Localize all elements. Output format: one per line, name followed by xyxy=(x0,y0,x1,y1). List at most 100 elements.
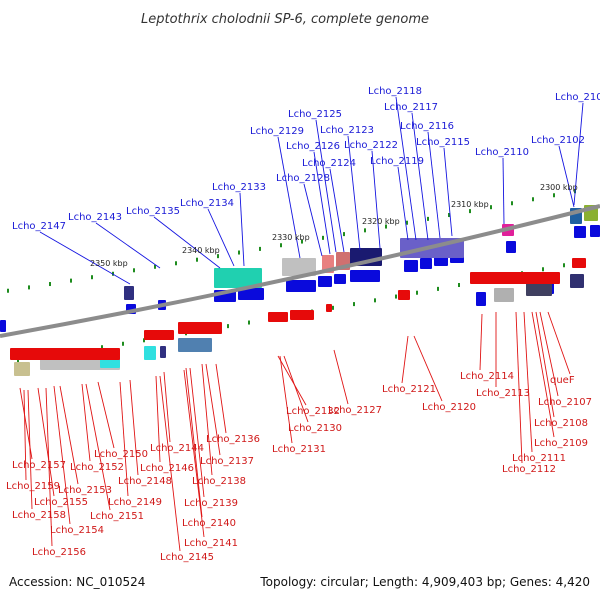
leader-line-top xyxy=(329,168,345,253)
gene-label-lcho-2138: Lcho_2138 xyxy=(192,476,246,487)
gene-label-lcho-2128: Lcho_2128 xyxy=(276,173,330,184)
scale-label-kbp: 2330 kbp xyxy=(272,233,310,242)
tick-mark-upper xyxy=(448,213,450,218)
gene-label-lcho-2123: Lcho_2123 xyxy=(320,125,374,136)
leader-line-bottom xyxy=(277,355,307,406)
tick-mark-upper xyxy=(7,288,9,293)
gene-label-lcho-2122: Lcho_2122 xyxy=(344,140,398,151)
forward-gene-block xyxy=(350,270,380,282)
leader-line-top xyxy=(573,102,584,206)
reverse-gene-block xyxy=(178,338,212,352)
gene-label-lcho-2140: Lcho_2140 xyxy=(182,518,236,529)
gene-label-lcho-2102: Lcho_2102 xyxy=(531,135,585,146)
leader-line-top xyxy=(153,216,221,269)
leader-line-bottom xyxy=(333,349,349,405)
gene-label-lcho-2144: Lcho_2144 xyxy=(150,443,204,454)
forward-gene-block xyxy=(0,320,6,332)
tick-mark-lower xyxy=(122,341,124,346)
gene-label-lcho-2114: Lcho_2114 xyxy=(460,371,514,382)
tick-mark-upper xyxy=(70,278,72,283)
tick-mark-lower xyxy=(458,283,460,288)
tick-mark-lower xyxy=(374,298,376,303)
scale-label-kbp: 2350 kbp xyxy=(90,259,128,268)
leader-line-bottom xyxy=(45,387,53,547)
gene-label-lcho-2151: Lcho_2151 xyxy=(90,511,144,522)
forward-gene-block xyxy=(420,258,432,269)
tick-mark-lower xyxy=(563,263,565,268)
reverse-gene-block xyxy=(398,290,410,300)
gene-label-lcho-2139: Lcho_2139 xyxy=(184,498,238,509)
tick-mark-upper xyxy=(427,216,429,221)
leader-line-top xyxy=(411,112,429,241)
gene-features xyxy=(0,205,600,376)
scale-label-kbp: 2320 kbp xyxy=(362,217,400,226)
forward-gene-block xyxy=(590,225,600,237)
leader-line-bottom xyxy=(479,313,483,371)
gene-label-lcho-2115: Lcho_2115 xyxy=(416,137,470,148)
leader-line-bottom xyxy=(523,311,533,453)
forward-gene-block xyxy=(282,258,316,276)
tick-mark-upper xyxy=(49,282,51,287)
leader-line-bottom xyxy=(53,385,71,525)
reverse-gene-block xyxy=(14,362,30,376)
gene-label-lcho-2124: Lcho_2124 xyxy=(302,158,356,169)
gene-label-lcho-2125: Lcho_2125 xyxy=(288,109,342,120)
gene-label-lcho-2152: Lcho_2152 xyxy=(70,462,124,473)
gene-label-lcho-2130: Lcho_2130 xyxy=(288,423,342,434)
leader-line-bottom xyxy=(279,355,293,444)
gene-label-lcho-2110: Lcho_2110 xyxy=(475,147,529,158)
tick-mark-lower xyxy=(416,290,418,295)
gene-label-lcho-2145: Lcho_2145 xyxy=(160,552,214,563)
gene-label-lcho-2156: Lcho_2156 xyxy=(32,547,86,558)
tick-mark-lower xyxy=(101,345,103,350)
forward-gene-block xyxy=(238,288,264,300)
tick-mark-upper xyxy=(91,275,93,280)
leader-line-bottom xyxy=(215,363,227,434)
tick-mark-upper xyxy=(490,205,492,210)
leader-line-top xyxy=(558,145,575,208)
tick-mark-upper xyxy=(532,197,534,202)
gene-label-lcho-2147: Lcho_2147 xyxy=(12,221,66,232)
gene-label-lcho-2129: Lcho_2129 xyxy=(250,126,304,137)
leader-line-bottom xyxy=(97,381,115,449)
gene-label-lcho-2134: Lcho_2134 xyxy=(180,198,234,209)
gene-label-lcho-2137: Lcho_2137 xyxy=(200,456,254,467)
leader-line-top xyxy=(239,192,245,267)
tick-mark-upper xyxy=(238,250,240,255)
gene-label-lcho-2154: Lcho_2154 xyxy=(50,525,104,536)
gene-label-lcho-2141: Lcho_2141 xyxy=(184,538,238,549)
reverse-gene-block xyxy=(290,310,314,320)
reverse-gene-block xyxy=(470,272,560,284)
scale-labels: 2300 kbp 2310 kbp 2320 kbp 2330 kbp 2340 kbp… xyxy=(90,183,578,268)
forward-gene-block xyxy=(570,274,584,288)
forward-gene-block xyxy=(334,274,346,284)
leader-line-bottom xyxy=(81,383,91,462)
leader-line-bottom xyxy=(59,385,79,485)
gene-label-lcho-2116: Lcho_2116 xyxy=(400,121,454,132)
genome-title: Leptothrix cholodnii SP-6, complete geno… xyxy=(141,12,429,27)
tick-mark-lower xyxy=(227,324,229,329)
gene-label-lcho-2159: Lcho_2159 xyxy=(6,481,60,492)
tick-mark-lower xyxy=(143,338,145,343)
tick-mark-lower xyxy=(248,320,250,325)
gene-label-lcho-2135: Lcho_2135 xyxy=(126,206,180,217)
tick-mark-upper xyxy=(28,285,30,290)
leader-line-top xyxy=(303,183,323,257)
tick-mark-upper xyxy=(259,246,261,251)
tick-mark-upper xyxy=(553,193,555,198)
leader-line-top xyxy=(95,222,161,269)
leader-line-top xyxy=(371,150,381,249)
gene-label-lcho-2133: Lcho_2133 xyxy=(212,182,266,193)
gene-label-lcho-2121: Lcho_2121 xyxy=(382,384,436,395)
tick-mark-upper xyxy=(301,239,303,244)
gene-label-lcho-2136: Lcho_2136 xyxy=(206,434,260,445)
gene-label-lcho-2113: Lcho_2113 xyxy=(476,388,530,399)
gene-label-lcho-2148: Lcho_2148 xyxy=(118,476,172,487)
leader-line-bottom xyxy=(159,375,181,552)
reverse-gene-block xyxy=(144,330,174,340)
leader-line-bottom xyxy=(205,363,221,456)
gene-label-lcho-2157: Lcho_2157 xyxy=(12,460,66,471)
gene-label-lcho-2143: Lcho_2143 xyxy=(68,212,122,223)
leader-line-bottom xyxy=(535,311,555,418)
